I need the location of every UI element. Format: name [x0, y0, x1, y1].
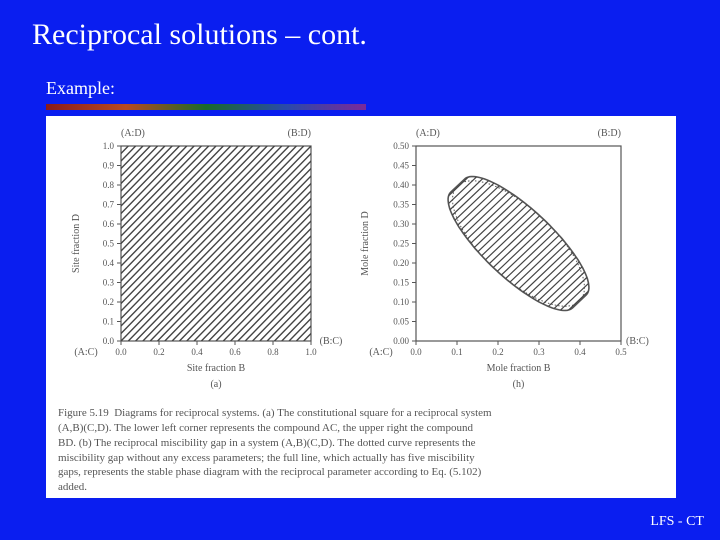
svg-text:0.10: 0.10	[393, 297, 409, 307]
example-label: Example:	[46, 78, 115, 99]
svg-text:0.0: 0.0	[410, 347, 422, 357]
svg-text:(A:C): (A:C)	[74, 347, 97, 358]
caption-line-2: BD. (b) The reciprocal miscibility gap i…	[58, 437, 475, 449]
caption-line-0: Diagrams for reciprocal systems. (a) The…	[114, 407, 491, 419]
svg-text:0.5: 0.5	[103, 239, 115, 249]
svg-text:0.1: 0.1	[451, 347, 462, 357]
svg-text:0.15: 0.15	[393, 278, 409, 288]
slide-title: Reciprocal solutions – cont.	[32, 18, 367, 52]
svg-text:0.05: 0.05	[393, 317, 409, 327]
svg-text:(h): (h)	[513, 379, 525, 390]
svg-text:0.3: 0.3	[533, 347, 545, 357]
svg-text:Site fraction B: Site fraction B	[187, 363, 246, 374]
svg-text:0.0: 0.0	[103, 336, 115, 346]
svg-text:0.7: 0.7	[103, 200, 115, 210]
svg-text:0.4: 0.4	[191, 347, 203, 357]
svg-text:0.30: 0.30	[393, 219, 409, 229]
svg-text:0.2: 0.2	[153, 347, 164, 357]
svg-text:(A:D): (A:D)	[416, 128, 440, 139]
divider-top	[46, 104, 366, 110]
svg-text:0.5: 0.5	[615, 347, 627, 357]
svg-text:(B:D): (B:D)	[598, 128, 621, 139]
svg-text:0.6: 0.6	[103, 219, 115, 229]
svg-text:0.2: 0.2	[103, 297, 114, 307]
svg-text:0.3: 0.3	[103, 278, 115, 288]
svg-text:Site fraction D: Site fraction D	[71, 214, 82, 273]
svg-text:1.0: 1.0	[103, 141, 115, 151]
caption-line-3: miscibility gap without any excess param…	[58, 452, 475, 464]
footer-text: LFS - CT	[650, 514, 704, 530]
svg-text:(A:C): (A:C)	[369, 347, 392, 358]
svg-text:0.35: 0.35	[393, 200, 409, 210]
svg-text:0.40: 0.40	[393, 180, 409, 190]
figure-box: 0.0 0.2 0.4 0.6 0.8 1.0 0.0 0.1 0.2 0.3 0.4 0.5 0.6 0…	[46, 116, 676, 498]
svg-text:0.2: 0.2	[492, 347, 503, 357]
svg-text:0.8: 0.8	[103, 180, 115, 190]
svg-text:0.1: 0.1	[103, 317, 114, 327]
svg-text:0.8: 0.8	[267, 347, 279, 357]
svg-text:0.4: 0.4	[103, 258, 115, 268]
svg-text:0.45: 0.45	[393, 161, 409, 171]
svg-text:0.20: 0.20	[393, 258, 409, 268]
figure-caption: Figure 5.19 Diagrams for reciprocal syst…	[58, 406, 664, 495]
svg-text:Mole fraction D: Mole fraction D	[360, 211, 371, 275]
svg-text:0.00: 0.00	[393, 336, 409, 346]
svg-text:0.25: 0.25	[393, 239, 409, 249]
caption-line-4: gaps, represents the stable phase diagra…	[58, 466, 481, 478]
svg-text:(B:D): (B:D)	[288, 128, 311, 139]
svg-text:(A:D): (A:D)	[121, 128, 145, 139]
caption-line-5: added.	[58, 481, 87, 493]
svg-text:0.9: 0.9	[103, 161, 115, 171]
svg-text:0.4: 0.4	[574, 347, 586, 357]
svg-text:0.6: 0.6	[229, 347, 241, 357]
svg-text:(B:C): (B:C)	[626, 336, 649, 347]
svg-text:Mole fraction B: Mole fraction B	[487, 363, 551, 374]
svg-text:(B:C): (B:C)	[320, 336, 343, 347]
svg-text:(a): (a)	[210, 379, 221, 390]
caption-line-1: (A,B)(C,D). The lower left corner repres…	[58, 422, 473, 434]
svg-text:0.0: 0.0	[115, 347, 127, 357]
caption-label: Figure 5.19	[58, 407, 109, 419]
svg-text:1.0: 1.0	[305, 347, 317, 357]
svg-text:0.50: 0.50	[393, 141, 409, 151]
